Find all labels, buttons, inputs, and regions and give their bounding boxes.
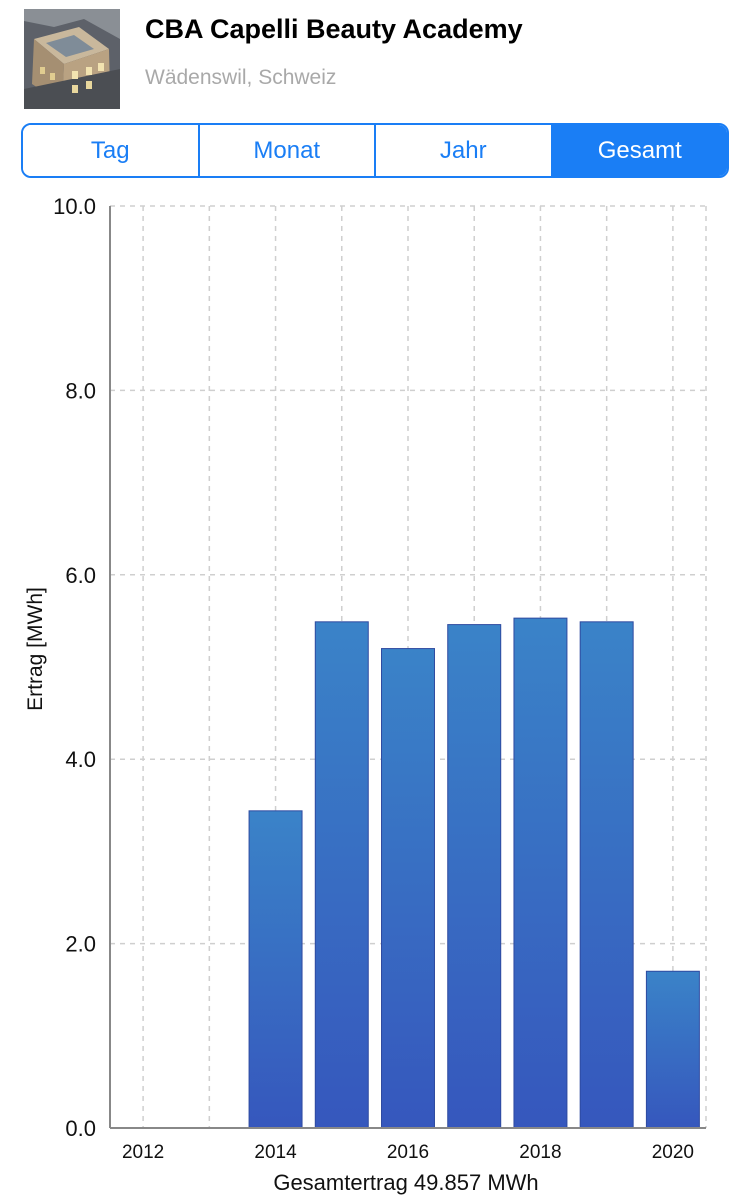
bar-2016 [381,648,435,1129]
x-tick-label: 2016 [387,1142,429,1163]
bar-2014 [248,810,303,1129]
y-axis-label: Ertrag [MWh] [24,587,47,711]
x-axis-label: Gesamtertrag 49.857 MWh [273,1170,538,1195]
bar-2019 [579,621,634,1129]
x-tick-label: 2018 [519,1142,561,1163]
period-segmented-control: Tag Monat Jahr Gesamt [21,123,729,178]
y-tick-label: 10.0 [53,194,96,219]
bar-2018 [513,617,568,1129]
building-photo-icon [24,9,120,109]
x-tick-label: 2012 [122,1142,164,1163]
y-tick-label: 6.0 [65,563,96,588]
segment-tag[interactable]: Tag [23,125,200,176]
y-tick-label: 2.0 [65,932,96,957]
y-tick-label: 0.0 [65,1116,96,1141]
yield-bar-chart: 0.0 2.0 4.0 6.0 8.0 10.0 2012 2014 2016 2018 2020 E… [0,190,750,1204]
y-tick-label: 4.0 [65,747,96,772]
x-tick-label: 2014 [254,1142,297,1163]
x-tick-label: 2020 [652,1142,694,1163]
bar-2020 [645,970,700,1129]
plant-location: Wädenswil, Schweiz [145,66,337,89]
segment-jahr[interactable]: Jahr [376,125,553,176]
segment-monat[interactable]: Monat [199,125,376,176]
segment-gesamt[interactable]: Gesamt [552,125,727,176]
plant-title: CBA Capelli Beauty Academy [145,14,523,44]
building-thumbnail [24,9,120,109]
y-tick-label: 8.0 [65,378,96,403]
chart-svg: 0.0 2.0 4.0 6.0 8.0 10.0 2012 2014 2016 2018 2020 E… [24,194,707,1195]
bar-2017 [447,624,502,1129]
bar-2015 [314,621,369,1129]
